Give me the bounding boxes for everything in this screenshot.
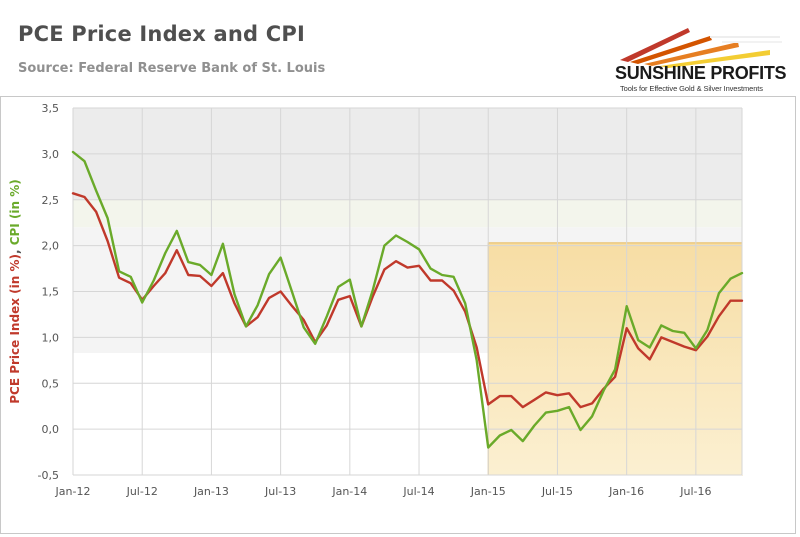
x-axis: Jan-12 Jul-12 Jan-13 Jul-13 Jan-14 Jul-14 Jan-… — [55, 485, 712, 498]
y-axis-label: PCE Price Index (in %), CPI (in %) — [8, 179, 22, 404]
y-tick-label: 2,0 — [42, 240, 60, 253]
y-tick-label: 3,5 — [42, 102, 60, 115]
series-layer — [71, 150, 744, 449]
highlight-layer — [487, 242, 743, 476]
x-tick-label: Jul-13 — [264, 485, 296, 498]
y-tick-label: 1,5 — [42, 286, 60, 299]
x-tick-label: Jul-16 — [679, 485, 711, 498]
chart-title: PCE Price Index and CPI — [18, 22, 305, 46]
x-tick-label: Jul-12 — [126, 485, 158, 498]
grid-lines — [72, 107, 743, 476]
y-axis-label-cpi: CPI (in %) — [8, 179, 22, 245]
y-tick-label: 2,5 — [42, 194, 60, 207]
highlight-box — [487, 242, 743, 476]
y-tick-label: 3,0 — [42, 148, 60, 161]
chart-subtitle: Source: Federal Reserve Bank of St. Loui… — [18, 61, 326, 76]
x-tick-label: Jul-15 — [541, 485, 573, 498]
x-tick-label: Jan-13 — [193, 485, 229, 498]
logo-tagline: Tools for Effective Gold & Silver Invest… — [620, 84, 763, 93]
sun-rays-icon — [620, 28, 782, 68]
y-tick-label: 0,5 — [42, 377, 60, 390]
x-tick-label: Jan-12 — [55, 485, 91, 498]
x-tick-label: Jan-15 — [470, 485, 506, 498]
pce-series-line — [71, 192, 744, 409]
y-tick-label: -0,5 — [38, 469, 59, 482]
y-axis-label-pce: PCE Price Index (in %) — [8, 254, 22, 404]
cpi-series-line — [71, 150, 744, 449]
x-tick-label: Jul-14 — [402, 485, 434, 498]
y-tick-label: 1,0 — [42, 331, 60, 344]
x-tick-label: Jan-14 — [331, 485, 367, 498]
y-axis: 3,5 3,0 2,5 2,0 1,5 1,0 0,5 0,0 -0,5 — [38, 102, 59, 482]
y-axis-label-separator: , — [8, 245, 22, 254]
x-tick-label: Jan-16 — [608, 485, 644, 498]
y-tick-label: 0,0 — [42, 423, 60, 436]
background-band-1 — [73, 199, 742, 228]
logo-name: SUNSHINE PROFITS — [615, 63, 787, 83]
